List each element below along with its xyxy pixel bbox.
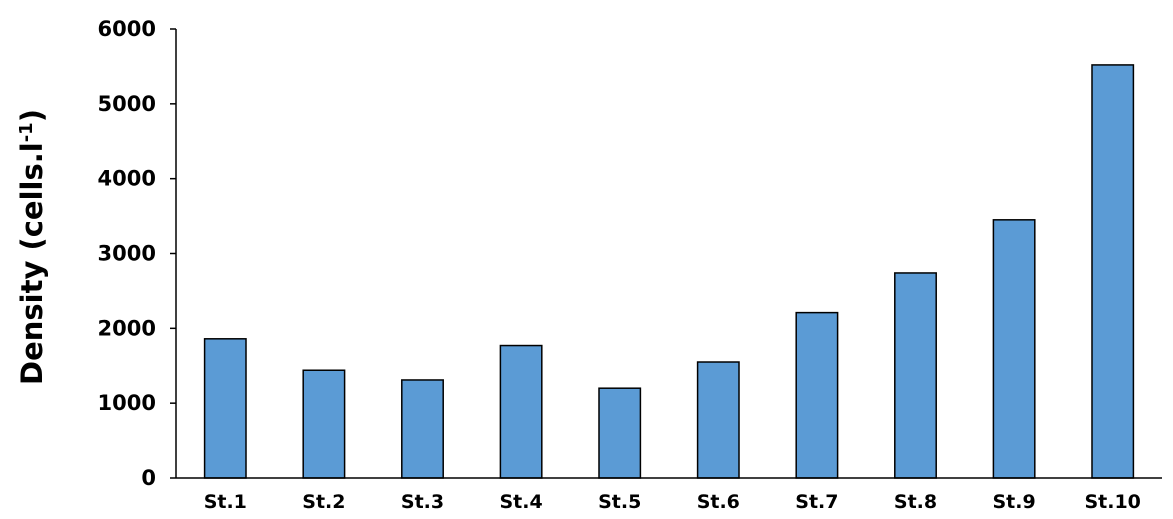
y-tick-label: 3000 <box>98 242 156 266</box>
y-tick-label: 0 <box>141 466 156 490</box>
y-tick-label: 4000 <box>98 167 156 191</box>
y-axis-title: Density (cells.l-1) <box>15 109 49 385</box>
x-tick-label: St.9 <box>992 491 1035 513</box>
y-axis-title-superscript: -1 <box>16 122 37 142</box>
bars <box>203 64 1135 479</box>
bar-st5 <box>598 387 642 479</box>
bar-st8 <box>894 272 937 479</box>
y-axis-ticks: 0 1000 2000 3000 4000 5000 6000 <box>98 17 176 490</box>
x-axis-labels: St.1 St.2 St.3 St.4 St.5 St.6 St.7 St.8 St.9 St.1… <box>204 491 1141 513</box>
bar-st3 <box>401 379 444 479</box>
y-axis-title-base: Density (cells.l <box>15 142 49 385</box>
y-tick-label: 5000 <box>98 92 156 116</box>
bar-st1 <box>203 338 247 479</box>
bar-st9 <box>992 219 1036 479</box>
x-tick-label: St.7 <box>795 491 838 513</box>
x-tick-label: St.6 <box>697 491 740 513</box>
y-tick-label: 1000 <box>98 391 156 415</box>
x-tick-label: St.8 <box>894 491 937 513</box>
y-tick-label: 2000 <box>98 316 156 340</box>
y-axis-title-group: Density (cells.l-1) <box>15 109 49 385</box>
bar-st7 <box>795 311 839 479</box>
bar-st6 <box>696 361 740 479</box>
x-tick-label: St.10 <box>1084 491 1140 513</box>
y-tick-label: 6000 <box>98 17 156 41</box>
y-axis-title-suffix: ) <box>15 109 49 122</box>
bar-st10 <box>1091 64 1135 479</box>
x-tick-label: St.3 <box>401 491 444 513</box>
bar-st4 <box>499 344 543 479</box>
x-tick-label: St.4 <box>499 491 542 513</box>
bar-st2 <box>302 369 346 479</box>
x-tick-label: St.5 <box>598 491 641 513</box>
x-tick-label: St.2 <box>302 491 345 513</box>
x-tick-label: St.1 <box>204 491 247 513</box>
